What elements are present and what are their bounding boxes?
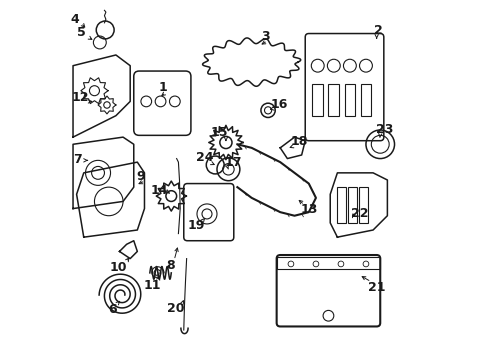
Bar [312,84,323,116]
Text: 11: 11 [143,279,161,292]
Text: 8: 8 [165,258,174,271]
Text: 13: 13 [300,203,318,216]
Text: 7: 7 [73,153,81,166]
Text: 19: 19 [187,219,204,232]
Text: 16: 16 [270,99,287,112]
Bar [358,187,367,223]
Bar [337,187,346,223]
Text: 20: 20 [167,302,184,315]
Text: 9: 9 [136,170,144,183]
Text: 4: 4 [70,13,79,26]
Text: 3: 3 [261,30,269,43]
Text: 1: 1 [158,81,167,94]
Text: 5: 5 [76,26,85,39]
Text: 15: 15 [210,126,228,139]
Text: 21: 21 [367,281,385,294]
Text: 12: 12 [71,91,89,104]
Text: 14: 14 [150,184,168,197]
Text: 23: 23 [375,123,392,136]
Text: 24: 24 [195,151,213,165]
Bar [347,187,356,223]
Text: 22: 22 [350,207,367,220]
Text: 17: 17 [224,156,242,168]
Text: 10: 10 [110,261,127,274]
Text: 18: 18 [289,135,307,148]
Text: 6: 6 [108,303,117,316]
Bar [344,84,354,116]
Text: 2: 2 [374,24,383,37]
Bar [328,84,339,116]
Bar [360,84,370,116]
